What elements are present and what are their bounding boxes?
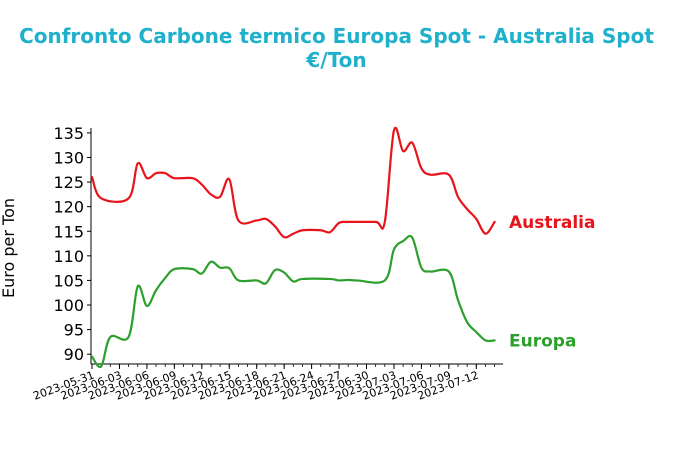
chart-subtitle-unit: €/Ton: [306, 48, 367, 72]
series-line-europa: [90, 234, 496, 369]
series-label-europa: Europa: [509, 331, 576, 351]
series-line-australia: [90, 126, 496, 239]
y-tick-label: 100: [53, 296, 84, 315]
y-tick-label: 95: [64, 321, 84, 340]
series-label-australia: Australia: [509, 213, 596, 233]
y-tick-label: 110: [53, 247, 84, 266]
chart-title: Confronto Carbone termico Europa Spot - …: [19, 24, 654, 48]
y-tick-label: 105: [53, 271, 84, 290]
y-tick-label: 90: [64, 345, 84, 364]
y-tick-label: 125: [53, 173, 84, 192]
y-tick-label: 135: [53, 124, 84, 143]
y-axis-title: Euro per Ton: [0, 198, 18, 298]
y-tick-label: 130: [53, 149, 84, 168]
y-tick-label: 120: [53, 198, 84, 217]
y-tick-label: 115: [53, 222, 84, 241]
